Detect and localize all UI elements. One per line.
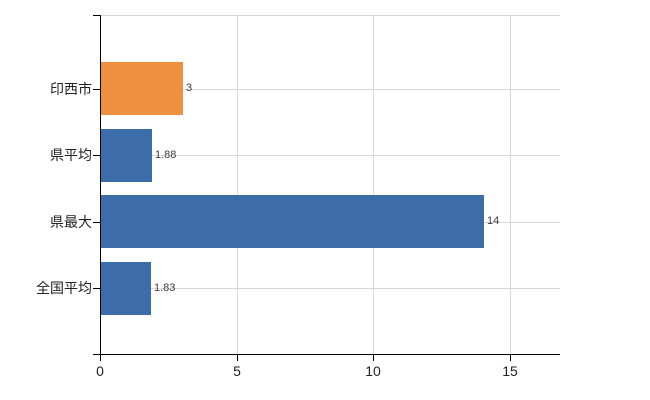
x-axis-tick-label: 10 [365,363,381,379]
value-label: 1.88 [155,149,177,161]
x-axis-tick [373,354,374,361]
grid-line-vertical [510,15,511,354]
grid-line-vertical [237,15,238,354]
value-label: 1.83 [154,282,176,294]
value-label: 14 [487,215,500,227]
x-axis-tick [100,354,101,361]
x-axis-tick-label: 0 [96,363,104,379]
grid-line-horizontal [101,288,560,289]
y-axis-tick [93,155,100,156]
x-axis-tick-label: 15 [502,363,518,379]
grid-line-horizontal [101,155,560,156]
category-axis-label: 県最大 [50,214,92,230]
grid-line-vertical [373,15,374,354]
x-axis-line [100,354,560,355]
y-axis-tick [93,288,100,289]
y-axis-tick [93,15,100,16]
bar[interactable] [101,62,183,115]
bar[interactable] [101,129,152,182]
category-axis-label: 県平均 [50,147,92,163]
y-axis-tick [93,354,100,355]
category-axis-label: 全国平均 [36,280,92,296]
y-axis-line [100,15,101,355]
y-axis-tick [93,222,100,223]
y-axis-tick [93,89,100,90]
category-axis-label: 印西市 [50,81,92,97]
x-axis-tick-label: 5 [233,363,241,379]
bar[interactable] [101,262,151,315]
grid-line-horizontal [101,89,560,90]
plot-top-border [100,15,560,16]
x-axis-tick [510,354,511,361]
bar[interactable] [101,195,484,248]
value-label: 3 [186,82,193,94]
x-axis-tick [237,354,238,361]
